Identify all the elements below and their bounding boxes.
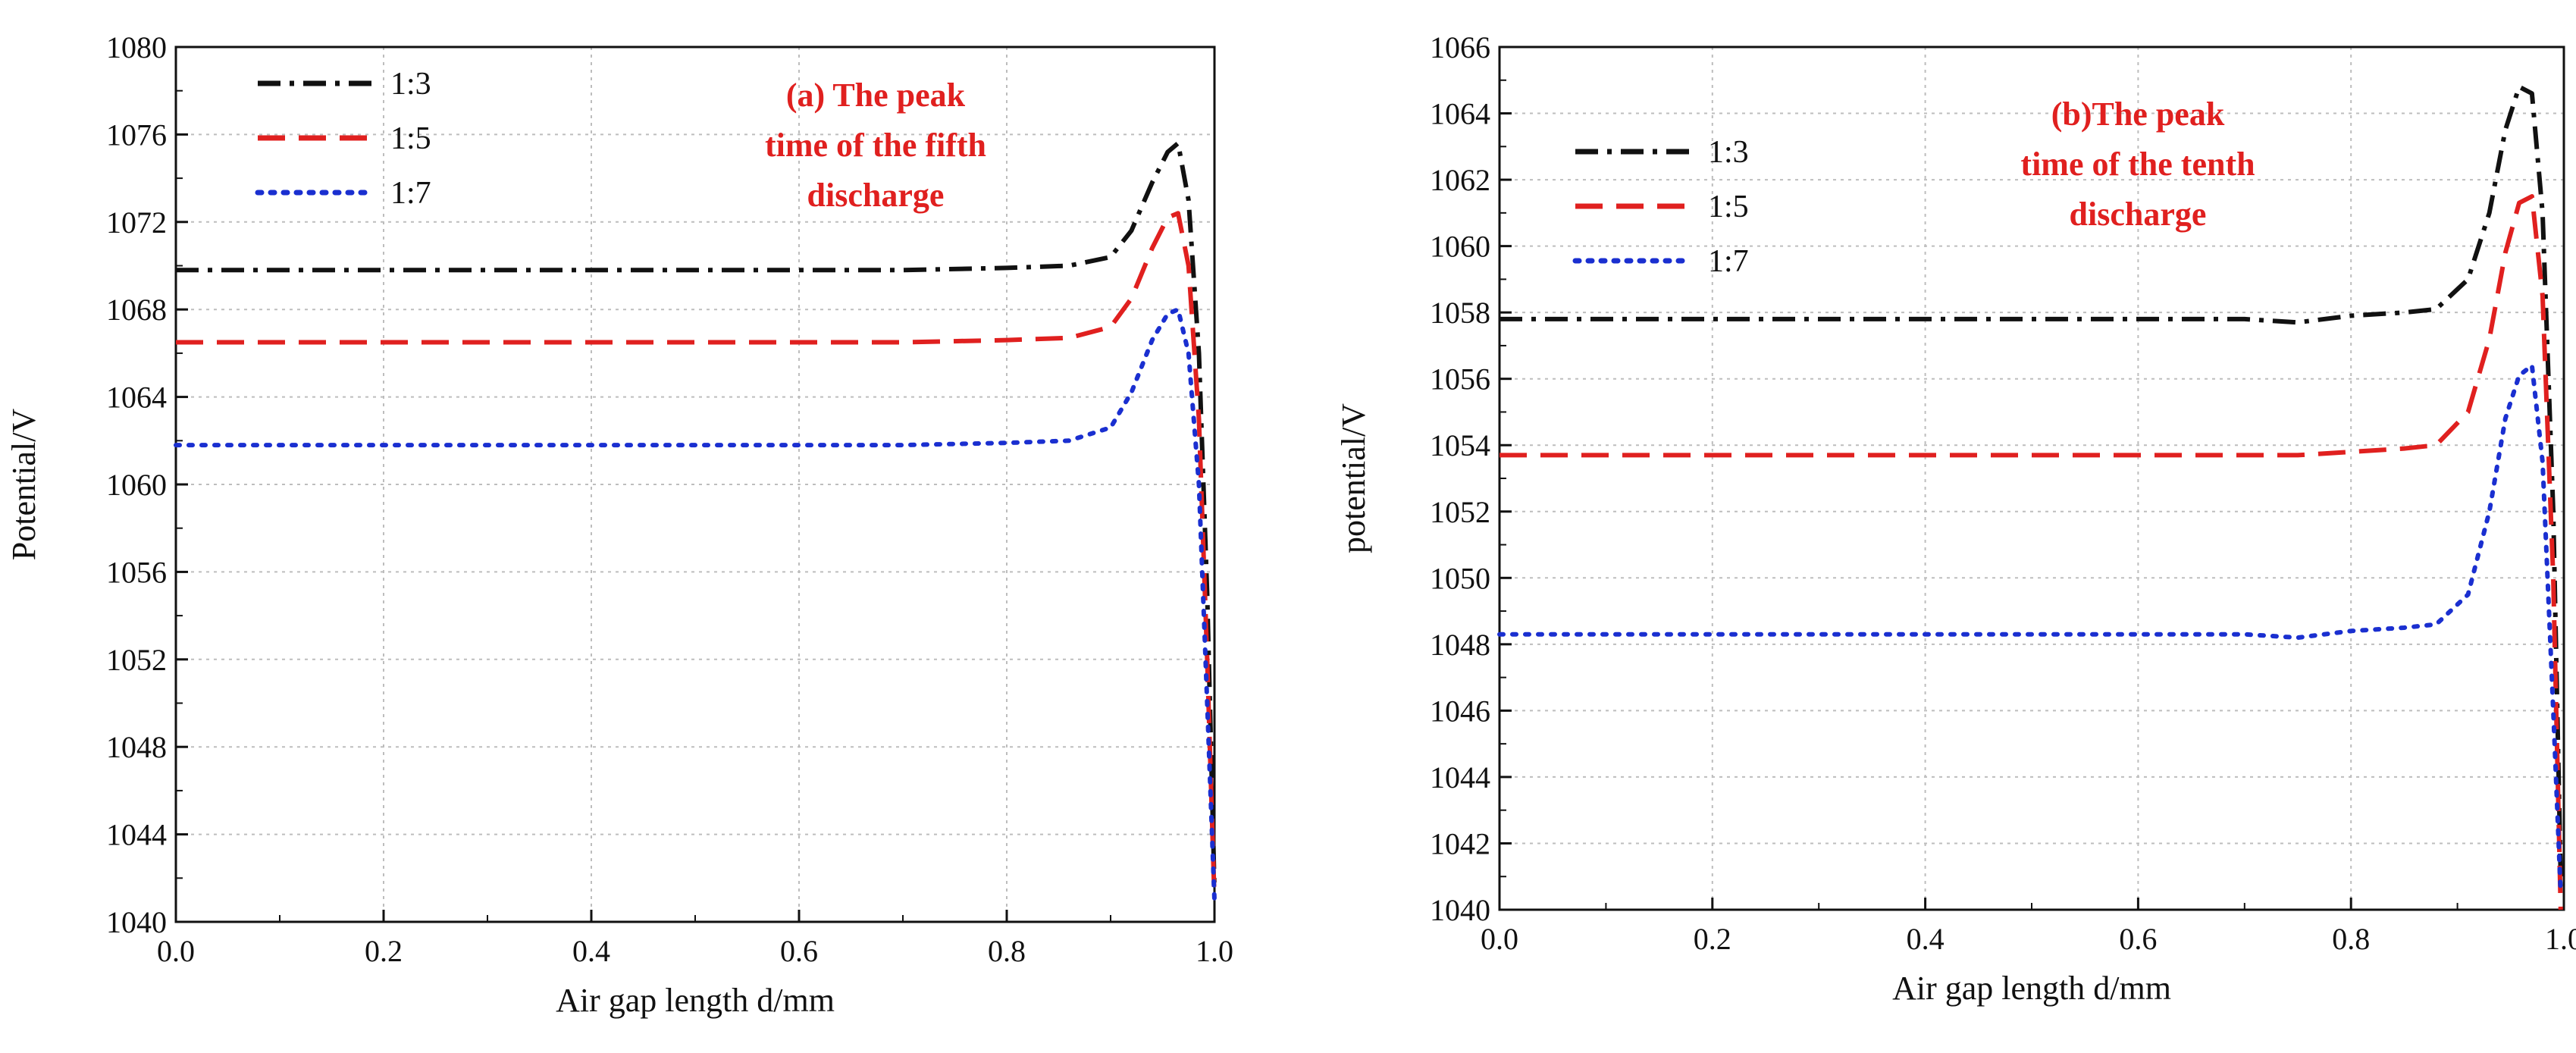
y-tick-label: 1044 bbox=[106, 818, 167, 852]
y-tick-label: 1058 bbox=[1430, 296, 1490, 330]
y-axis-label: Potential/V bbox=[5, 409, 42, 561]
legend: 1:3 1:5 1:7 bbox=[1572, 135, 1749, 279]
y-tick-label: 1068 bbox=[106, 293, 167, 327]
x-tick-label: 0.6 bbox=[2119, 922, 2157, 956]
legend-label: 1:7 bbox=[390, 176, 431, 211]
chart-panel-a: 1040 1044 1048 1052 1056 1060 1064 1068 1072 1076… bbox=[5, 30, 1233, 1019]
x-tick-label: 0.4 bbox=[1907, 922, 1945, 956]
annotation-text: (b)The peak bbox=[2051, 96, 2225, 133]
annotation-text: discharge bbox=[2070, 196, 2207, 233]
x-tick-label: 0.8 bbox=[2332, 922, 2370, 956]
legend-label: 1:5 bbox=[390, 121, 431, 156]
y-tick-label: 1060 bbox=[106, 468, 167, 502]
y-tick-label: 1056 bbox=[1430, 362, 1490, 396]
y-tick-label: 1064 bbox=[1430, 97, 1490, 131]
x-axis-label: Air gap length d/mm bbox=[556, 982, 835, 1019]
series-line-1-5 bbox=[1500, 194, 2563, 910]
x-tick-label: 0.2 bbox=[365, 934, 403, 968]
y-tick-label: 1054 bbox=[1430, 428, 1490, 462]
y-tick-label: 1052 bbox=[1430, 495, 1490, 529]
legend-label: 1:3 bbox=[390, 67, 431, 102]
y-tick-label: 1060 bbox=[1430, 230, 1490, 264]
y-tick-label: 1062 bbox=[1430, 163, 1490, 197]
annotation-text: time of the tenth bbox=[2020, 146, 2255, 183]
y-tick-label: 1052 bbox=[106, 643, 167, 677]
series-line-1-7 bbox=[1497, 363, 2563, 896]
y-tick-label: 1066 bbox=[1430, 30, 1490, 64]
x-tick-label: 0.2 bbox=[1694, 922, 1731, 956]
x-tick-label: 0.0 bbox=[1481, 922, 1518, 956]
y-tick-label: 1076 bbox=[106, 118, 167, 152]
y-tick-label: 1050 bbox=[1430, 561, 1490, 595]
grid bbox=[175, 46, 1215, 923]
legend-label: 1:5 bbox=[1708, 190, 1749, 224]
x-tick-label: 0.4 bbox=[572, 934, 610, 968]
y-tick-label: 1048 bbox=[1430, 628, 1490, 662]
y-axis-label: potential/V bbox=[1335, 403, 1372, 553]
series-line-1-3 bbox=[1500, 84, 2563, 877]
y-tick-label: 1056 bbox=[106, 555, 167, 589]
y-tick-label: 1046 bbox=[1430, 694, 1490, 728]
series-line-1-7 bbox=[174, 307, 1217, 903]
annotation-text: time of the fifth bbox=[765, 127, 986, 164]
x-axis-label: Air gap length d/mm bbox=[1892, 970, 2171, 1007]
plot-frame bbox=[174, 45, 1216, 923]
y-tick-label: 1048 bbox=[106, 730, 167, 764]
y-tick-label: 1044 bbox=[1430, 760, 1490, 794]
legend-label: 1:7 bbox=[1708, 244, 1749, 279]
y-tick-label: 1072 bbox=[106, 205, 167, 240]
annotation-text: discharge bbox=[807, 177, 945, 214]
y-tick-label: 1042 bbox=[1430, 826, 1490, 860]
y-tick-label: 1064 bbox=[106, 381, 167, 415]
x-tick-label: 0.6 bbox=[780, 934, 818, 968]
y-tick-label: 1040 bbox=[1430, 893, 1490, 927]
x-tick-label: 0.0 bbox=[157, 934, 195, 968]
y-tick-label: 1040 bbox=[106, 905, 167, 939]
series-line-1-3 bbox=[176, 140, 1217, 889]
x-tick-label: 0.8 bbox=[988, 934, 1026, 968]
series-line-1-5 bbox=[176, 211, 1217, 901]
x-tick-label: 1.0 bbox=[1196, 934, 1233, 968]
annotation-text: (a) The peak bbox=[786, 77, 966, 114]
x-tick-label: 1.0 bbox=[2545, 922, 2576, 956]
legend-label: 1:3 bbox=[1708, 135, 1749, 170]
y-tick-label: 1080 bbox=[106, 30, 167, 64]
chart-panel-b: 1040 1042 1044 1046 1048 1050 1052 1054 1056 1058… bbox=[1335, 30, 2576, 1007]
legend: 1:3 1:5 1:7 bbox=[255, 67, 431, 211]
